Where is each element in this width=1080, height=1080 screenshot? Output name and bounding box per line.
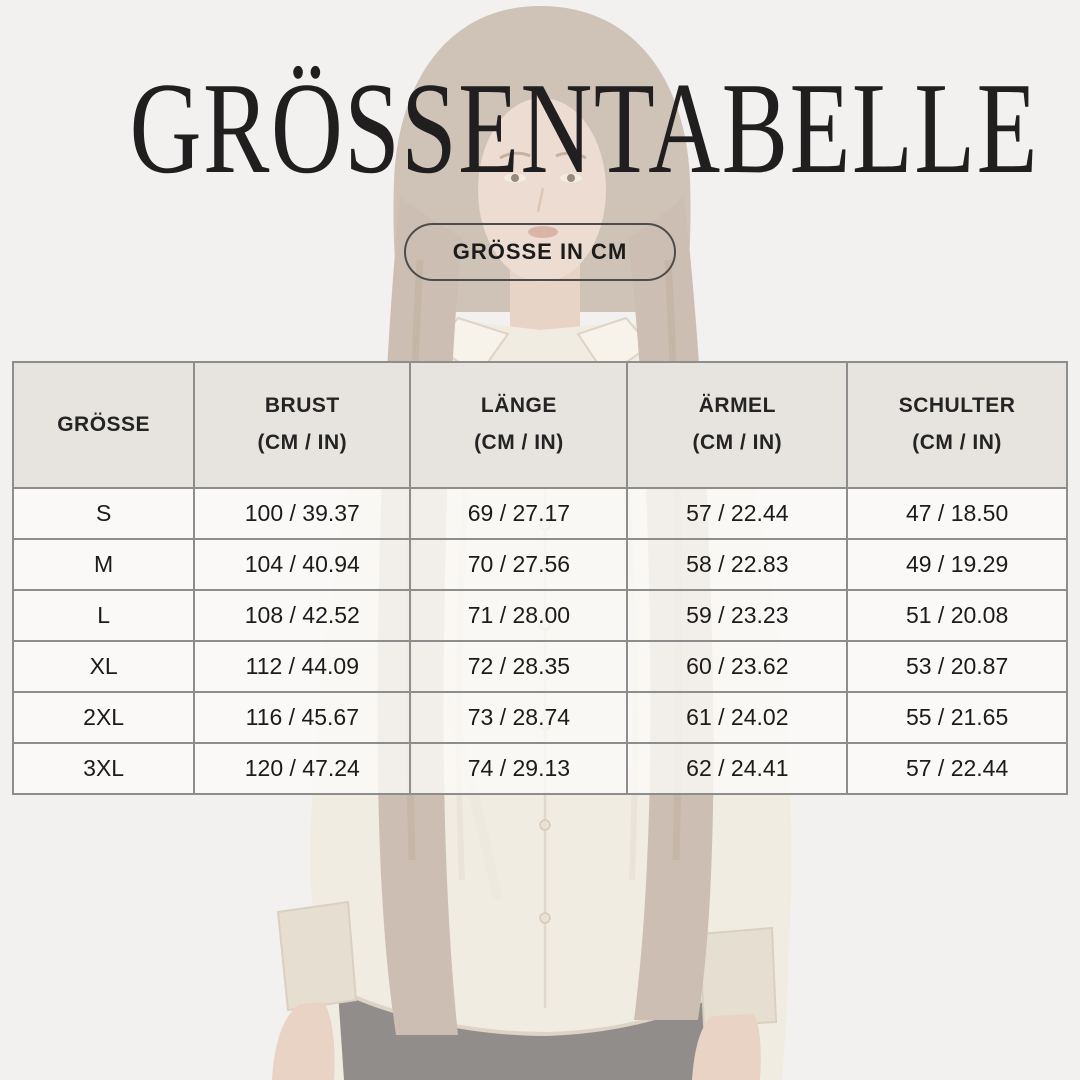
size-cell: 2XL <box>11 691 196 744</box>
cuff-left <box>276 900 358 1012</box>
cuff-right <box>698 926 778 1028</box>
size-cell: XL <box>11 640 196 693</box>
col-header-laenge: LÄNGE (CM / IN) <box>409 361 629 489</box>
size-cell: S <box>11 487 196 540</box>
value-cell: 61 / 24.02 <box>626 691 849 744</box>
col-title: LÄNGE <box>480 394 557 418</box>
value-cell: 49 / 19.29 <box>846 538 1068 591</box>
value-cell: 74 / 29.13 <box>409 742 629 795</box>
value-cell: 100 / 39.37 <box>193 487 412 540</box>
value-cell: 55 / 21.65 <box>846 691 1068 744</box>
brow-right <box>555 151 587 160</box>
hand-right <box>692 1014 761 1080</box>
size-unit-badge: GRÖSSE IN CM <box>404 223 676 281</box>
value-cell: 70 / 27.56 <box>409 538 629 591</box>
value-cell: 69 / 27.17 <box>409 487 629 540</box>
value-cell: 58 / 22.83 <box>626 538 849 591</box>
nose <box>536 187 545 213</box>
table-row: 3XL 120 / 47.24 74 / 29.13 62 / 24.41 57… <box>11 742 1068 795</box>
col-unit: (CM / IN) <box>912 431 1002 454</box>
value-cell: 73 / 28.74 <box>409 691 629 744</box>
col-header-aermel: ÄRMEL (CM / IN) <box>626 361 849 489</box>
value-cell: 108 / 42.52 <box>193 589 412 642</box>
size-cell: 3XL <box>11 742 196 795</box>
col-unit: (CM / IN) <box>257 431 348 454</box>
value-cell: 120 / 47.24 <box>193 742 412 795</box>
value-cell: 104 / 40.94 <box>193 538 412 591</box>
iris-right <box>567 174 575 182</box>
col-title: SCHULTER <box>898 394 1016 418</box>
size-unit-badge-label: GRÖSSE IN CM <box>452 239 628 264</box>
brow-left <box>499 151 531 160</box>
value-cell: 53 / 20.87 <box>846 640 1068 693</box>
skirt <box>338 980 738 1080</box>
value-cell: 60 / 23.62 <box>626 640 849 693</box>
size-table: GRÖSSE BRUST (CM / IN) LÄNGE (CM / IN) Ä… <box>11 361 1068 795</box>
value-cell: 57 / 22.44 <box>846 742 1068 795</box>
col-header-groesse: GRÖSSE <box>11 361 196 489</box>
iris-left <box>511 174 519 182</box>
col-header-schulter: SCHULTER (CM / IN) <box>846 361 1068 489</box>
page-title: GRÖSSENTABELLE <box>129 56 1039 201</box>
value-cell: 71 / 28.00 <box>409 589 629 642</box>
value-cell: 47 / 18.50 <box>846 487 1068 540</box>
col-title: ÄRMEL <box>698 394 776 418</box>
header-row: GRÖSSE BRUST (CM / IN) LÄNGE (CM / IN) Ä… <box>11 361 1068 489</box>
table-row: L 108 / 42.52 71 / 28.00 59 / 23.23 51 /… <box>11 589 1068 642</box>
table-row: XL 112 / 44.09 72 / 28.35 60 / 23.62 53 … <box>11 640 1068 693</box>
col-unit: (CM / IN) <box>692 431 783 454</box>
value-cell: 116 / 45.67 <box>193 691 412 744</box>
value-cell: 51 / 20.08 <box>846 589 1068 642</box>
col-title: GRÖSSE <box>57 412 151 436</box>
value-cell: 59 / 23.23 <box>626 589 849 642</box>
table-row: 2XL 116 / 45.67 73 / 28.74 61 / 24.02 55… <box>11 691 1068 744</box>
value-cell: 57 / 22.44 <box>626 487 849 540</box>
col-header-brust: BRUST (CM / IN) <box>193 361 412 489</box>
table-row: S 100 / 39.37 69 / 27.17 57 / 22.44 47 /… <box>11 487 1068 540</box>
col-title: BRUST <box>264 394 340 418</box>
lips <box>528 226 558 238</box>
table-row: M 104 / 40.94 70 / 27.56 58 / 22.83 49 /… <box>11 538 1068 591</box>
size-cell: M <box>11 538 196 591</box>
col-unit: (CM / IN) <box>474 431 564 454</box>
value-cell: 112 / 44.09 <box>193 640 412 693</box>
hand-left <box>272 1002 335 1080</box>
size-cell: L <box>11 589 196 642</box>
value-cell: 62 / 24.41 <box>626 742 849 795</box>
value-cell: 72 / 28.35 <box>409 640 629 693</box>
